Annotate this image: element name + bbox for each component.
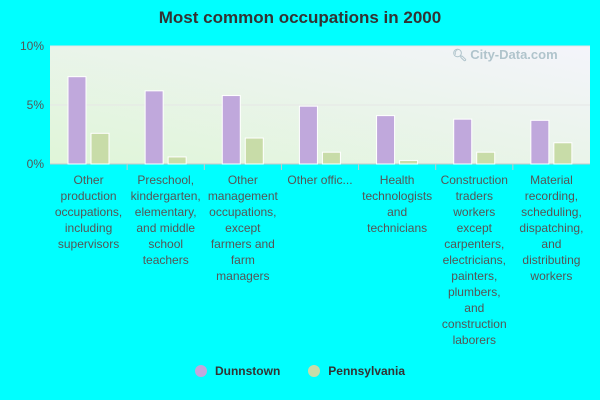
bar-pennsylvania[interactable] [90,132,110,165]
x-tick-label: Other offic... [287,173,353,187]
bar-dunnstown[interactable] [376,115,396,165]
legend-item-pennsylvania: Pennsylvania [308,364,405,378]
legend: Dunnstown Pennsylvania [0,364,600,378]
bar-pennsylvania[interactable] [244,137,264,165]
bar-dunnstown[interactable] [144,90,164,165]
bar-pennsylvania[interactable] [321,151,341,165]
bar-dunnstown[interactable] [221,95,241,165]
bar-dunnstown[interactable] [298,105,318,165]
legend-swatch-pennsylvania [308,365,321,377]
bar-pennsylvania[interactable] [476,151,496,165]
bar-pennsylvania[interactable] [399,159,419,165]
y-tick-label: 0% [27,157,45,171]
x-tick-label: Other production occupations, including supe… [54,173,123,251]
legend-item-dunnstown: Dunnstown [194,364,281,378]
legend-label-dunnstown: Dunnstown [214,364,281,378]
x-tick-label: Construction traders workers except carpente… [440,173,508,347]
chart-title: Most common occupations in 2000 [158,8,442,27]
y-tick-label: 5% [27,98,45,112]
bar-pennsylvania[interactable] [167,156,187,165]
watermark-text: City-Data.com [470,47,558,62]
legend-label-pennsylvania: Pennsylvania [328,364,406,378]
magnifier-icon: 🔍︎ [452,48,468,62]
x-tick-label: Material recording, scheduling, dispatching… [519,173,584,283]
y-tick-label: 10% [20,39,44,53]
watermark: 🔍︎ City-Data.com [452,47,558,62]
x-tick-label: Other management occupations, except farmers… [207,173,278,283]
x-tick-label: Health technologists and technicians [362,173,433,235]
bar-dunnstown[interactable] [67,76,87,165]
bar-dunnstown[interactable] [453,118,473,165]
bar-dunnstown[interactable] [530,119,550,165]
legend-swatch-dunnstown [194,365,207,377]
x-tick-label: Preschool, kindergarten, elementary, and mi… [130,173,201,267]
bar-pennsylvania[interactable] [553,142,573,165]
